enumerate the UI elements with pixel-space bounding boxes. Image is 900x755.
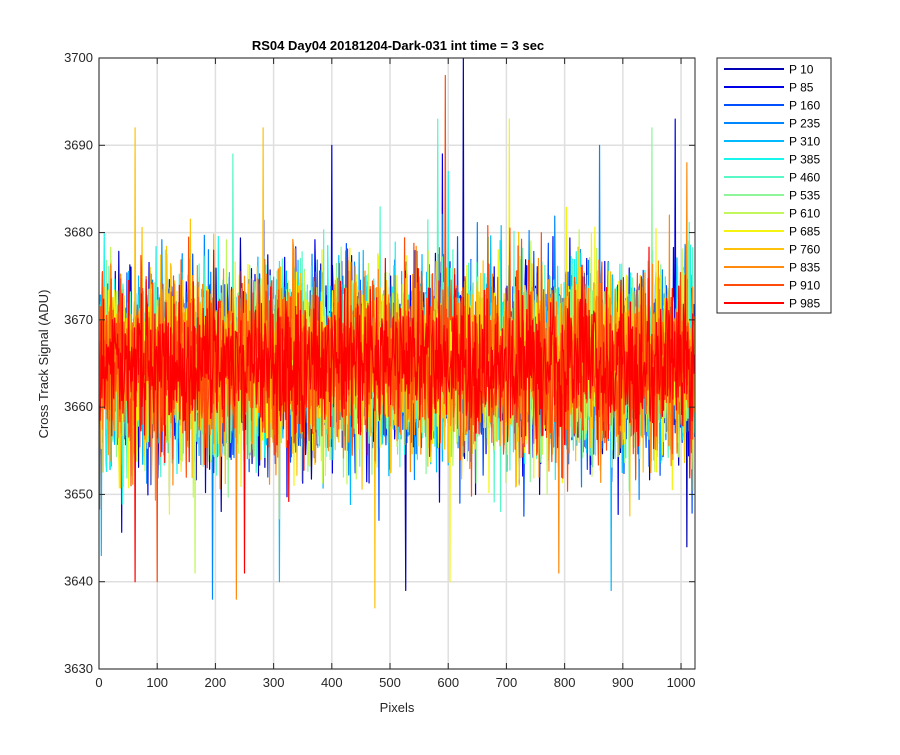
legend-label: P 460 — [789, 171, 820, 185]
y-axis-label: Cross Track Signal (ADU) — [36, 290, 51, 439]
legend-label: P 10 — [789, 63, 814, 77]
chart-title: RS04 Day04 20181204-Dark-031 int time = … — [252, 38, 544, 53]
x-tick-label: 400 — [321, 675, 343, 690]
legend-label: P 910 — [789, 279, 820, 293]
legend-label: P 985 — [789, 297, 820, 311]
y-tick-label: 3700 — [64, 50, 93, 65]
y-tick-label: 3630 — [64, 661, 93, 676]
legend-label: P 610 — [789, 207, 820, 221]
x-tick-label: 900 — [612, 675, 634, 690]
y-tick-label: 3660 — [64, 399, 93, 414]
legend-label: P 760 — [789, 243, 820, 257]
x-axis-label: Pixels — [380, 700, 415, 715]
legend-label: P 310 — [789, 135, 820, 149]
plot-frame — [98, 57, 696, 670]
legend-label: P 385 — [789, 153, 820, 167]
y-tick-label: 3650 — [64, 486, 93, 501]
y-tick-label: 3670 — [64, 312, 93, 327]
x-tick-label: 500 — [379, 675, 401, 690]
legend-label: P 85 — [789, 81, 814, 95]
legend: P 10 P 85 P 160 P 235 P 310 P 385 P 460 P 535 P … — [716, 57, 832, 314]
y-tick-label: 3640 — [64, 574, 93, 589]
y-tick-label: 3690 — [64, 137, 93, 152]
legend-label: P 235 — [789, 117, 820, 131]
x-tick-label: 100 — [146, 675, 168, 690]
y-tick-label: 3680 — [64, 225, 93, 240]
x-tick-label: 200 — [205, 675, 227, 690]
legend-label: P 535 — [789, 189, 820, 203]
series-line — [99, 246, 695, 583]
x-tick-label: 1000 — [667, 675, 696, 690]
legend-box — [716, 57, 832, 314]
x-tick-label: 0 — [95, 675, 102, 690]
x-tick-label: 700 — [496, 675, 518, 690]
x-tick-label: 600 — [437, 675, 459, 690]
x-tick-label: 800 — [554, 675, 576, 690]
legend-label: P 160 — [789, 99, 820, 113]
x-tick-label: 300 — [263, 675, 285, 690]
legend-label: P 835 — [789, 261, 820, 275]
legend-label: P 685 — [789, 225, 820, 239]
axis-ticks: 0 100 200 300 400 500 600 700 800 900 1000 3630 3640… — [64, 50, 695, 690]
series-lines — [99, 58, 695, 609]
